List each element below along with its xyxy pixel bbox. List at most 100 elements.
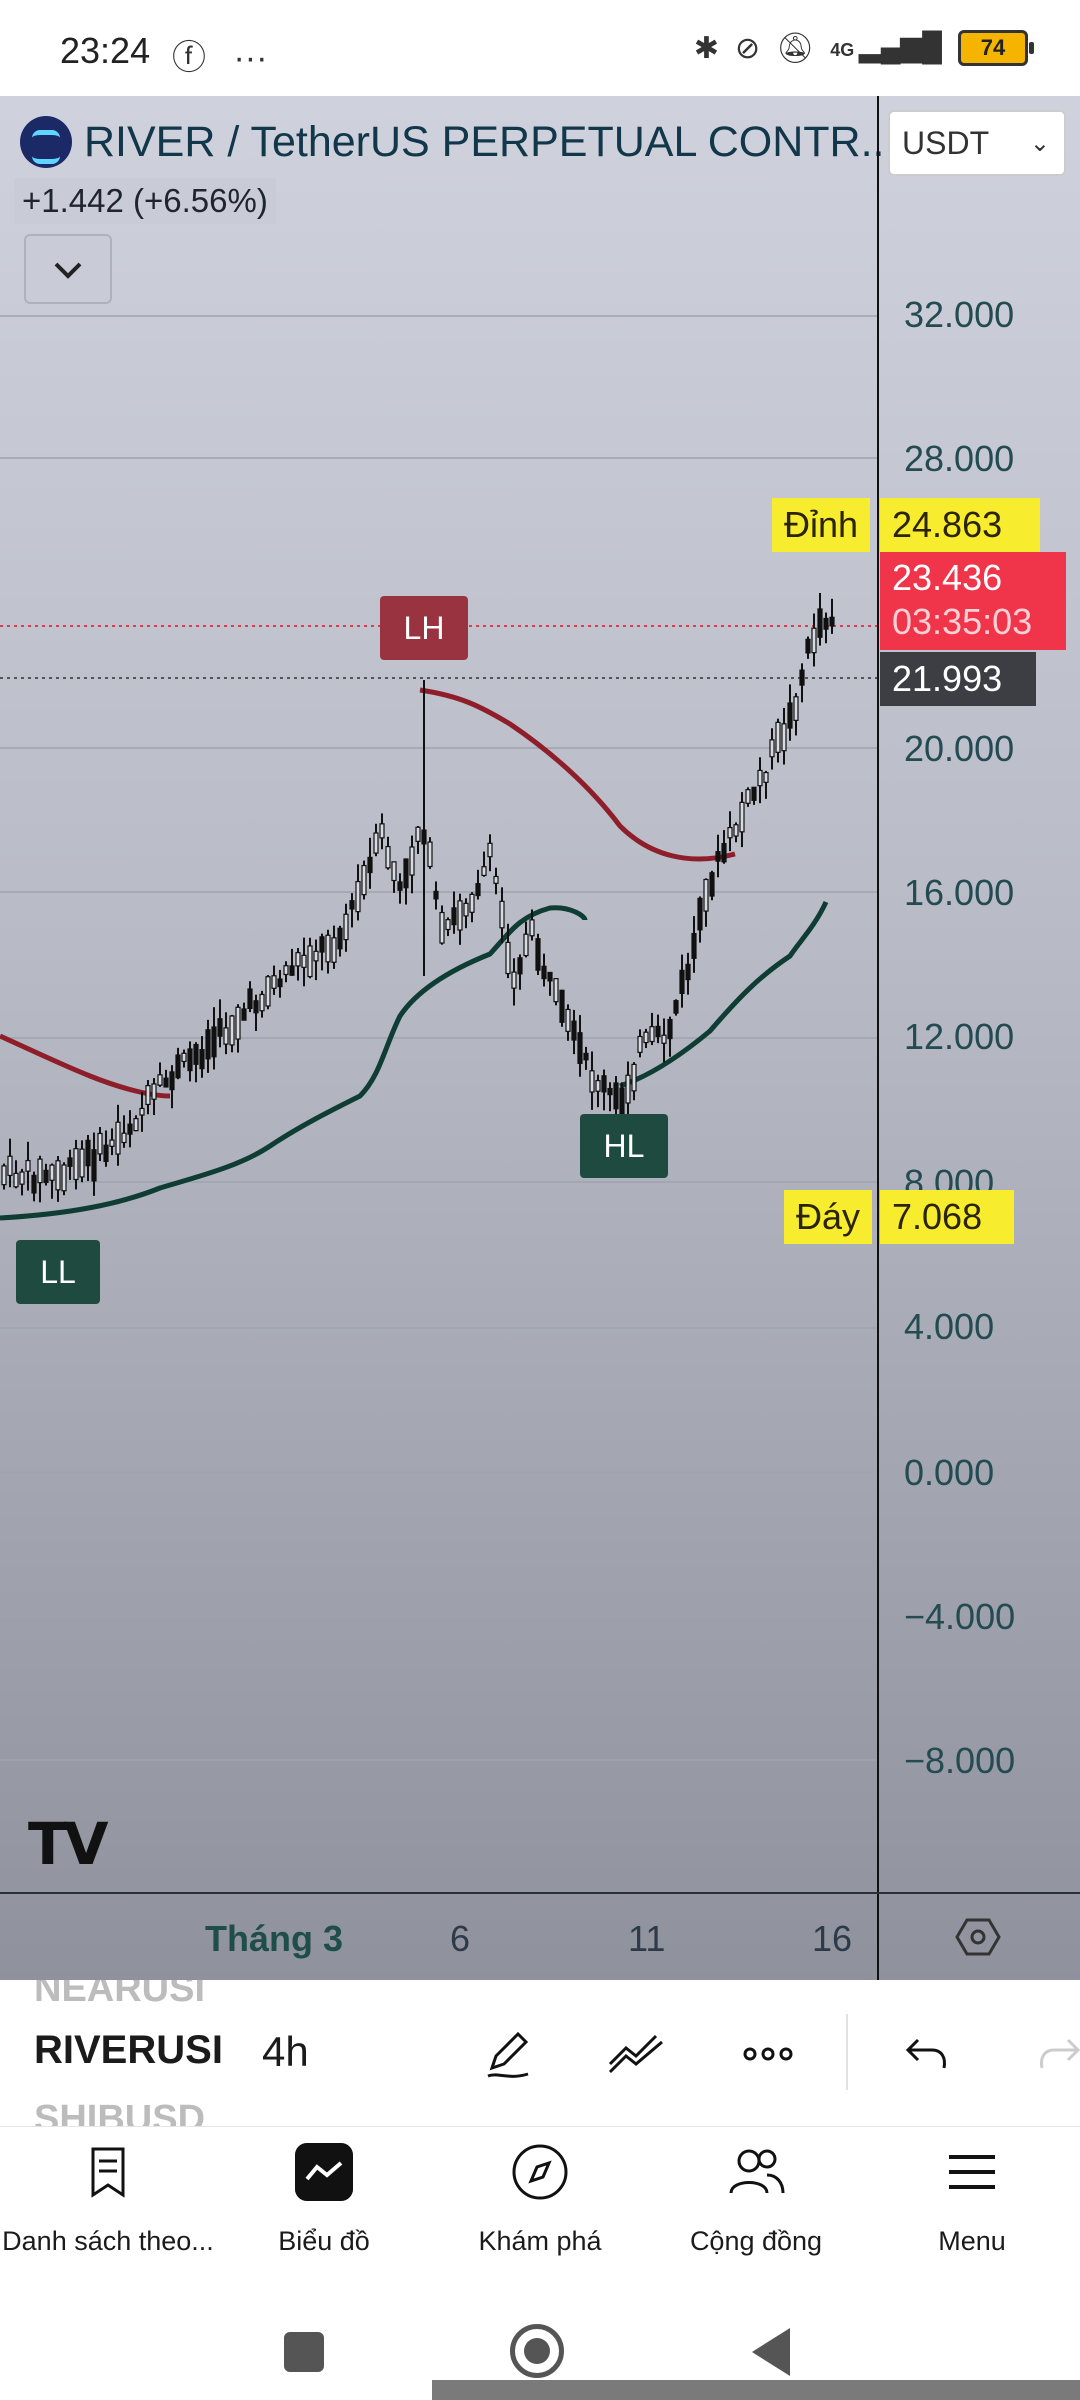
nav-community[interactable]: Cộng đồng bbox=[648, 2143, 864, 2257]
candle bbox=[241, 1008, 247, 1021]
currency-select[interactable]: USDT ⌄ bbox=[888, 110, 1066, 176]
time-tick: 11 bbox=[628, 1918, 666, 1959]
collapse-legend-button[interactable] bbox=[24, 234, 112, 304]
candle bbox=[553, 978, 559, 1003]
candle bbox=[409, 846, 415, 876]
candle bbox=[727, 826, 733, 839]
candle bbox=[787, 702, 793, 729]
candle bbox=[379, 823, 385, 839]
price-tick: 28.000 bbox=[904, 438, 1015, 479]
chart-area[interactable]: RIVER / TetherUS PERPETUAL CONTR... +1.4… bbox=[0, 96, 1080, 1980]
symbol-selector[interactable]: RIVERUSI bbox=[34, 2028, 223, 2072]
peak-label-tag: Đỉnh bbox=[772, 498, 871, 552]
tradingview-logo-icon[interactable]: TV bbox=[28, 1810, 108, 1878]
more-dots-icon: ··· bbox=[233, 39, 268, 77]
candle bbox=[223, 1027, 229, 1045]
bottom-navigation: Danh sách theo... Biểu đồ Khám phá Cộng … bbox=[0, 2126, 1080, 2277]
chart-settings-icon[interactable] bbox=[955, 1914, 1001, 1960]
candle bbox=[19, 1171, 25, 1185]
candle bbox=[325, 934, 331, 963]
bottom-value-tag: 7.068 bbox=[880, 1190, 1014, 1244]
candle bbox=[175, 1054, 181, 1079]
candle bbox=[307, 945, 313, 978]
candle bbox=[751, 786, 757, 801]
candle bbox=[637, 1035, 643, 1053]
candle bbox=[535, 938, 541, 971]
back-button[interactable] bbox=[752, 2328, 790, 2376]
more-icon[interactable] bbox=[738, 2024, 798, 2084]
candle bbox=[451, 907, 457, 926]
nav-explore[interactable]: Khám phá bbox=[432, 2143, 648, 2257]
price-tick: 0.000 bbox=[904, 1452, 995, 1493]
candle bbox=[709, 872, 715, 897]
candle bbox=[145, 1085, 151, 1106]
time-tick: 16 bbox=[812, 1918, 853, 1959]
status-right: ✱ ⊘ 🔕︎ 4G ▂▄▆█ 74 bbox=[693, 30, 1034, 66]
price-tick: 32.000 bbox=[904, 294, 1015, 335]
candle bbox=[769, 739, 775, 758]
candle bbox=[505, 941, 511, 975]
peak-value-tag: 24.863 bbox=[880, 498, 1040, 552]
candle bbox=[463, 902, 469, 917]
candle bbox=[331, 937, 337, 963]
price-tick: 16.000 bbox=[904, 872, 1015, 913]
candle bbox=[619, 1087, 625, 1116]
nav-watchlist[interactable]: Danh sách theo... bbox=[0, 2143, 216, 2257]
candle bbox=[745, 789, 751, 804]
candle bbox=[781, 723, 787, 752]
candle bbox=[715, 851, 721, 862]
nav-label: Cộng đồng bbox=[689, 2226, 823, 2256]
indicators-icon[interactable] bbox=[606, 2024, 666, 2084]
undo-icon[interactable] bbox=[896, 2024, 956, 2084]
candle bbox=[343, 913, 349, 941]
candle bbox=[775, 721, 781, 753]
candle bbox=[529, 919, 535, 937]
candle bbox=[583, 1052, 589, 1061]
candle bbox=[661, 1034, 667, 1044]
symbol-title[interactable]: RIVER / TetherUS PERPETUAL CONTR... bbox=[84, 117, 897, 166]
time-axis[interactable] bbox=[0, 1892, 1080, 1980]
battery-icon: 74 bbox=[958, 30, 1034, 66]
candle bbox=[613, 1082, 619, 1110]
pen-icon[interactable] bbox=[478, 2024, 538, 2084]
candle bbox=[733, 824, 739, 837]
chart-icon bbox=[295, 2143, 353, 2201]
candle-countdown: 03:35:03 bbox=[892, 601, 1033, 642]
symbol-scroll-prev[interactable]: NEARUSI bbox=[34, 1980, 206, 2010]
price-chart[interactable] bbox=[0, 96, 1080, 1980]
candle bbox=[589, 1070, 595, 1093]
candle bbox=[541, 965, 547, 980]
link-icon: ⊘ bbox=[734, 31, 761, 65]
bluetooth-icon: ✱ bbox=[693, 31, 719, 65]
candle bbox=[313, 950, 319, 962]
nav-menu[interactable]: Menu bbox=[864, 2143, 1080, 2257]
candle bbox=[193, 1043, 199, 1065]
candle bbox=[55, 1160, 61, 1191]
candle bbox=[595, 1080, 601, 1092]
symbol-scroll-next[interactable]: SHIBUSD bbox=[34, 2098, 206, 2126]
redo-icon[interactable] bbox=[1030, 2024, 1080, 2084]
candle bbox=[697, 897, 703, 931]
recents-button[interactable] bbox=[284, 2332, 324, 2372]
candle bbox=[169, 1071, 175, 1091]
candle bbox=[487, 842, 493, 858]
candle bbox=[259, 993, 265, 1012]
candle bbox=[79, 1148, 85, 1178]
price-tick: −8.000 bbox=[904, 1740, 1016, 1781]
interval-selector[interactable]: 4h bbox=[262, 2028, 309, 2075]
symbol-header[interactable]: RIVER / TetherUS PERPETUAL CONTR... bbox=[20, 116, 896, 168]
candle bbox=[667, 1018, 673, 1040]
candle bbox=[763, 771, 769, 783]
candle bbox=[31, 1174, 37, 1194]
candle bbox=[127, 1123, 133, 1135]
candle bbox=[829, 616, 835, 627]
candle bbox=[481, 866, 487, 877]
candle bbox=[655, 1025, 661, 1038]
candle bbox=[397, 881, 403, 891]
candle bbox=[565, 1008, 571, 1032]
candle bbox=[385, 845, 391, 869]
candle bbox=[13, 1172, 19, 1188]
nav-chart[interactable]: Biểu đồ bbox=[216, 2143, 432, 2257]
home-button[interactable] bbox=[510, 2324, 564, 2378]
candle bbox=[817, 608, 823, 638]
